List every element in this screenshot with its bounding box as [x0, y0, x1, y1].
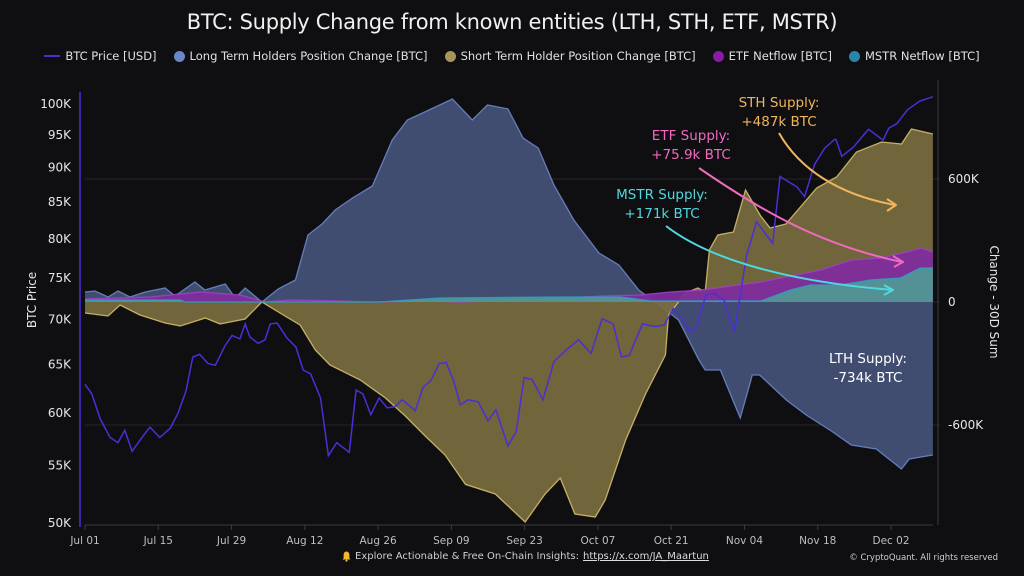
y-right-tick-label: 600K: [948, 172, 980, 186]
legend-item-sth[interactable]: Short Term Holder Position Change [BTC]: [444, 49, 696, 63]
legend-marker-dot: [848, 50, 860, 62]
sth-arrow: [778, 132, 896, 206]
y-left-tick-label: 65K: [48, 357, 72, 371]
etf-annotation-value: +75.9k BTC: [651, 147, 731, 163]
legend-marker-dot: [712, 50, 724, 62]
axes: 50K 55K 60K 65K 70K 75K 80K 85K 90K 95K 100K -600K 0…: [40, 80, 984, 547]
x-tick-label: Jul 29: [216, 535, 246, 547]
legend-label: BTC Price [USD]: [65, 49, 157, 63]
sth-annotation-title: STH Supply:: [739, 95, 820, 111]
y-left-axis-title: BTC Price: [25, 272, 39, 328]
y-left-tick-label: 80K: [48, 232, 72, 246]
legend-marker-dot: [444, 50, 456, 62]
legend-label: Short Term Holder Position Change [BTC]: [460, 49, 696, 63]
legend-item-btc-price[interactable]: BTC Price [USD]: [44, 49, 157, 63]
mstr-arrow: [665, 225, 894, 291]
legend-item-lth[interactable]: Long Term Holders Position Change [BTC]: [173, 49, 428, 63]
x-tick-label: Oct 07: [580, 535, 615, 547]
area-outline: [84, 128, 934, 523]
sth-annotation-value: +487k BTC: [741, 114, 816, 130]
legend-item-etf[interactable]: ETF Netflow [BTC]: [712, 49, 832, 63]
x-tick-label: Aug 26: [359, 535, 397, 547]
y-left-tick-label: 75K: [48, 271, 72, 285]
chart-title: BTC: Supply Change from known entities (…: [186, 10, 838, 34]
footer-promo: Explore Actionable & Free On-Chain Insig…: [342, 551, 709, 562]
legend: BTC Price [USD] Long Term Holders Positi…: [0, 49, 1024, 63]
x-tick-label: Jul 15: [143, 535, 173, 547]
x-tick-label: Nov 18: [799, 535, 836, 547]
y-left-tick-label: 90K: [48, 161, 72, 175]
sth-arrowhead: [886, 198, 897, 212]
y-left-tick-label: 85K: [48, 195, 72, 209]
area-etf: [85, 248, 933, 302]
x-tick-label: Sep 23: [506, 535, 543, 547]
y-left-tick-label: 95K: [48, 128, 72, 142]
annotations: STH Supply: +487k BTC ETF Supply: +75.9k BT…: [616, 95, 907, 386]
y-left-tick-label: 100K: [40, 97, 72, 111]
legend-label: Long Term Holders Position Change [BTC]: [189, 49, 428, 63]
etf-arrow: [698, 167, 903, 263]
area-outline: [84, 98, 933, 470]
etf-annotation-title: ETF Supply:: [652, 128, 730, 144]
y-left-tick-label: 70K: [48, 313, 72, 327]
line-series: [84, 96, 934, 458]
y-left-tick-label: 60K: [48, 406, 72, 420]
etf-arrowhead: [892, 255, 904, 268]
area-outline: [85, 267, 933, 303]
legend-label: ETF Netflow [BTC]: [728, 49, 832, 63]
y-right-tick-label: 0: [948, 295, 956, 309]
copyright: © CryptoQuant. All rights reserved: [849, 553, 998, 563]
y-left-tick-label: 50K: [48, 516, 72, 530]
legend-label: MSTR Netflow [BTC]: [864, 49, 980, 63]
lth-annotation-value: -734k BTC: [834, 370, 903, 386]
legend-marker-line: [44, 55, 61, 57]
y-right-axis-title: Change - 30D Sum: [987, 245, 1001, 358]
mstr-annotation-title: MSTR Supply:: [616, 187, 708, 203]
footer-link[interactable]: https://x.com/JA_Maartun: [583, 551, 709, 562]
legend-marker-dot: [173, 50, 185, 62]
area-series: [84, 98, 934, 523]
area-mstr: [85, 268, 933, 302]
lth-annotation-title: LTH Supply:: [829, 351, 907, 367]
area-short: [85, 129, 933, 522]
x-tick-label: Jul 01: [69, 535, 99, 547]
x-tick-label: Dec 02: [872, 535, 909, 547]
x-tick-label: Aug 12: [286, 535, 323, 547]
y-right-tick-label: -600K: [948, 418, 984, 432]
x-tick-label: Oct 21: [654, 535, 689, 547]
x-tick-label: Sep 09: [433, 535, 470, 547]
footer-text: Explore Actionable & Free On-Chain Insig…: [355, 551, 580, 562]
mstr-arrowhead: [883, 284, 894, 296]
x-tick-label: Nov 04: [726, 535, 764, 547]
area-long: [85, 99, 933, 469]
bell-icon: [342, 551, 351, 562]
area-outline: [84, 247, 934, 303]
y-left-tick-label: 55K: [48, 458, 72, 472]
mstr-annotation-value: +171k BTC: [624, 206, 699, 222]
btc-price-line: [84, 96, 934, 458]
legend-item-mstr[interactable]: MSTR Netflow [BTC]: [848, 49, 980, 63]
